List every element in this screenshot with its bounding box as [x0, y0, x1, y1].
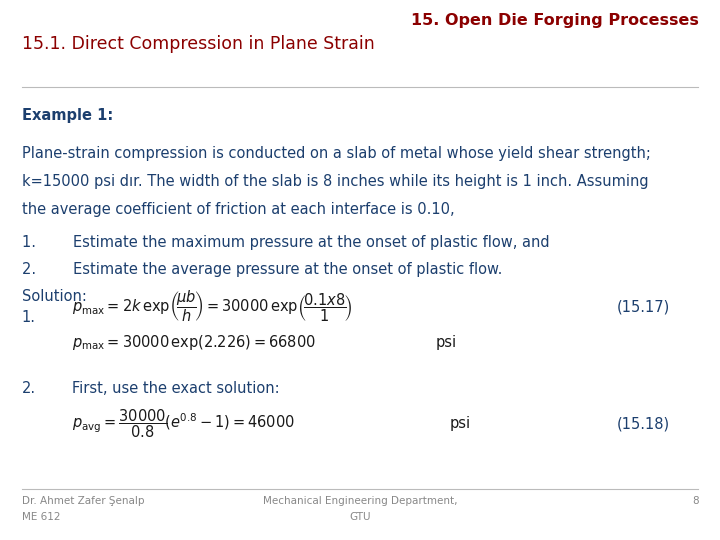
Text: ME 612: ME 612	[22, 512, 60, 522]
Text: 1.: 1.	[22, 310, 35, 326]
Text: 15. Open Die Forging Processes: 15. Open Die Forging Processes	[410, 14, 698, 29]
Text: 15.1. Direct Compression in Plane Strain: 15.1. Direct Compression in Plane Strain	[22, 35, 374, 53]
Text: (15.18): (15.18)	[616, 416, 670, 431]
Text: psi: psi	[436, 335, 456, 350]
Text: Plane-strain compression is conducted on a slab of metal whose yield shear stren: Plane-strain compression is conducted on…	[22, 146, 650, 161]
Text: GTU: GTU	[349, 512, 371, 522]
Text: the average coefficient of friction at each interface is 0.10,: the average coefficient of friction at e…	[22, 202, 454, 217]
Text: psi: psi	[450, 416, 471, 431]
Text: Solution:: Solution:	[22, 289, 86, 304]
Text: $p_{\rm max} = 30000\,\exp(2.226) = 66800$: $p_{\rm max} = 30000\,\exp(2.226) = 6680…	[72, 333, 316, 353]
Text: k=15000 psi dır. The width of the slab is 8 inches while its height is 1 inch. A: k=15000 psi dır. The width of the slab i…	[22, 174, 648, 189]
Text: $p_{\rm max} = 2k\,\exp\!\left(\!\dfrac{\mu b}{h}\!\right) = 30000\,\exp\!\left(: $p_{\rm max} = 2k\,\exp\!\left(\!\dfrac{…	[72, 289, 353, 325]
Text: Example 1:: Example 1:	[22, 108, 113, 123]
Text: (15.17): (15.17)	[616, 299, 670, 314]
Text: 1.        Estimate the maximum pressure at the onset of plastic flow, and: 1. Estimate the maximum pressure at the …	[22, 235, 549, 250]
Text: Dr. Ahmet Zafer Şenalp: Dr. Ahmet Zafer Şenalp	[22, 496, 144, 506]
Text: 8: 8	[692, 496, 698, 506]
Text: 2.: 2.	[22, 381, 36, 396]
Text: 2.        Estimate the average pressure at the onset of plastic flow.: 2. Estimate the average pressure at the …	[22, 262, 502, 277]
Text: $p_{\rm avg} = \dfrac{30000}{0.8}\!\left(e^{0.8} - 1\right) = 46000$: $p_{\rm avg} = \dfrac{30000}{0.8}\!\left…	[72, 408, 295, 440]
Text: Mechanical Engineering Department,: Mechanical Engineering Department,	[263, 496, 457, 506]
Text: First, use the exact solution:: First, use the exact solution:	[72, 381, 279, 396]
